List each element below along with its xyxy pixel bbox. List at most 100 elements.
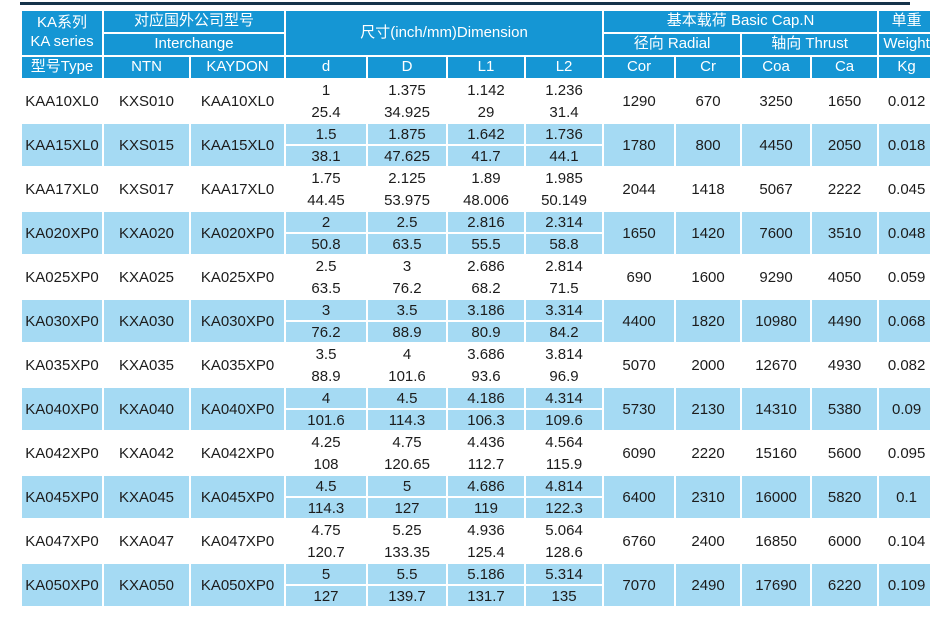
table-header: KA系列 KA series 对应国外公司型号 尺寸(inch/mm)Dimen… xyxy=(22,11,930,78)
L1-inch-cell: 4.436 xyxy=(448,432,525,452)
ca-cell: 5820 xyxy=(812,476,878,518)
table-row: KA045XP0 KXA045 KA045XP0 4.5 5 4.686 4.8… xyxy=(22,476,930,518)
L1-inch-cell: 3.186 xyxy=(448,300,525,320)
L2-mm-cell: 135 xyxy=(526,586,603,606)
cr-cell: 2400 xyxy=(676,520,741,562)
cor-cell: 5730 xyxy=(604,388,675,430)
coa-cell: 12670 xyxy=(742,344,811,386)
cor-cell: 5070 xyxy=(604,344,675,386)
header-interchange-en: Interchange xyxy=(104,34,285,55)
ca-cell: 4050 xyxy=(812,256,878,298)
ntn-cell: KXS010 xyxy=(104,80,189,122)
header-L2: L2 xyxy=(526,57,603,78)
ca-cell: 2222 xyxy=(812,168,878,210)
L2-inch-cell: 1.985 xyxy=(526,168,603,188)
cr-cell: 670 xyxy=(676,80,741,122)
L2-inch-cell: 2.814 xyxy=(526,256,603,276)
cor-cell: 6760 xyxy=(604,520,675,562)
header-weight-en: Weight xyxy=(879,34,930,55)
d-mm-cell: 38.1 xyxy=(286,146,367,166)
L2-mm-cell: 44.1 xyxy=(526,146,603,166)
ntn-cell: KXS015 xyxy=(104,124,189,166)
table-row: KAA10XL0 KXS010 KAA10XL0 1 1.375 1.142 1… xyxy=(22,80,930,122)
L1-mm-cell: 93.6 xyxy=(448,366,525,386)
D-mm-cell: 88.9 xyxy=(368,322,447,342)
L2-inch-cell: 1.736 xyxy=(526,124,603,144)
L1-mm-cell: 29 xyxy=(448,102,525,122)
L1-inch-cell: 4.186 xyxy=(448,388,525,408)
header-D: D xyxy=(368,57,447,78)
table-row: KA040XP0 KXA040 KA040XP0 4 4.5 4.186 4.3… xyxy=(22,388,930,430)
header-basic-cap: 基本载荷 Basic Cap.N xyxy=(604,11,878,32)
coa-cell: 7600 xyxy=(742,212,811,254)
table-row: KAA15XL0 KXS015 KAA15XL0 1.5 1.875 1.642… xyxy=(22,124,930,166)
bearing-spec-table: KA系列 KA series 对应国外公司型号 尺寸(inch/mm)Dimen… xyxy=(20,9,930,608)
cr-cell: 800 xyxy=(676,124,741,166)
model-type-cell: KA042XP0 xyxy=(22,432,102,474)
L1-inch-cell: 4.936 xyxy=(448,520,525,540)
cr-cell: 1820 xyxy=(676,300,741,342)
D-mm-cell: 139.7 xyxy=(368,586,447,606)
L2-mm-cell: 71.5 xyxy=(526,278,603,298)
cor-cell: 1780 xyxy=(604,124,675,166)
L1-mm-cell: 48.006 xyxy=(448,190,525,210)
D-inch-cell: 2.5 xyxy=(368,212,447,232)
ntn-cell: KXA025 xyxy=(104,256,189,298)
L1-inch-cell: 1.89 xyxy=(448,168,525,188)
d-inch-cell: 5 xyxy=(286,564,367,584)
ca-cell: 6220 xyxy=(812,564,878,606)
weight-cell: 0.059 xyxy=(879,256,930,298)
D-inch-cell: 4.5 xyxy=(368,388,447,408)
D-inch-cell: 5.25 xyxy=(368,520,447,540)
ntn-cell: KXA045 xyxy=(104,476,189,518)
D-inch-cell: 4 xyxy=(368,344,447,364)
header-thrust: 轴向 Thrust xyxy=(742,34,878,55)
header-radial: 径向 Radial xyxy=(604,34,741,55)
L1-inch-cell: 5.186 xyxy=(448,564,525,584)
L2-inch-cell: 4.814 xyxy=(526,476,603,496)
weight-cell: 0.104 xyxy=(879,520,930,562)
d-inch-cell: 2 xyxy=(286,212,367,232)
weight-cell: 0.018 xyxy=(879,124,930,166)
L2-mm-cell: 50.149 xyxy=(526,190,603,210)
coa-cell: 14310 xyxy=(742,388,811,430)
L1-mm-cell: 112.7 xyxy=(448,454,525,474)
L1-inch-cell: 1.642 xyxy=(448,124,525,144)
L2-mm-cell: 109.6 xyxy=(526,410,603,430)
L1-mm-cell: 106.3 xyxy=(448,410,525,430)
model-type-cell: KA040XP0 xyxy=(22,388,102,430)
D-mm-cell: 63.5 xyxy=(368,234,447,254)
model-type-cell: KA045XP0 xyxy=(22,476,102,518)
D-inch-cell: 1.875 xyxy=(368,124,447,144)
model-type-cell: KA020XP0 xyxy=(22,212,102,254)
model-type-cell: KA050XP0 xyxy=(22,564,102,606)
header-L1: L1 xyxy=(448,57,525,78)
weight-cell: 0.1 xyxy=(879,476,930,518)
d-mm-cell: 108 xyxy=(286,454,367,474)
ntn-cell: KXA047 xyxy=(104,520,189,562)
cor-cell: 1650 xyxy=(604,212,675,254)
ca-cell: 3510 xyxy=(812,212,878,254)
L2-mm-cell: 58.8 xyxy=(526,234,603,254)
L1-mm-cell: 131.7 xyxy=(448,586,525,606)
kaydon-cell: KA040XP0 xyxy=(191,388,285,430)
weight-cell: 0.095 xyxy=(879,432,930,474)
ca-cell: 1650 xyxy=(812,80,878,122)
weight-cell: 0.048 xyxy=(879,212,930,254)
kaydon-cell: KA020XP0 xyxy=(191,212,285,254)
cor-cell: 1290 xyxy=(604,80,675,122)
ca-cell: 6000 xyxy=(812,520,878,562)
header-d: d xyxy=(286,57,367,78)
D-inch-cell: 5 xyxy=(368,476,447,496)
kaydon-cell: KA047XP0 xyxy=(191,520,285,562)
kaydon-cell: KAA15XL0 xyxy=(191,124,285,166)
L2-inch-cell: 3.814 xyxy=(526,344,603,364)
D-mm-cell: 120.65 xyxy=(368,454,447,474)
ntn-cell: KXA020 xyxy=(104,212,189,254)
d-inch-cell: 4 xyxy=(286,388,367,408)
d-inch-cell: 3.5 xyxy=(286,344,367,364)
cor-cell: 2044 xyxy=(604,168,675,210)
header-interchange-zh: 对应国外公司型号 xyxy=(104,11,285,32)
kaydon-cell: KA042XP0 xyxy=(191,432,285,474)
